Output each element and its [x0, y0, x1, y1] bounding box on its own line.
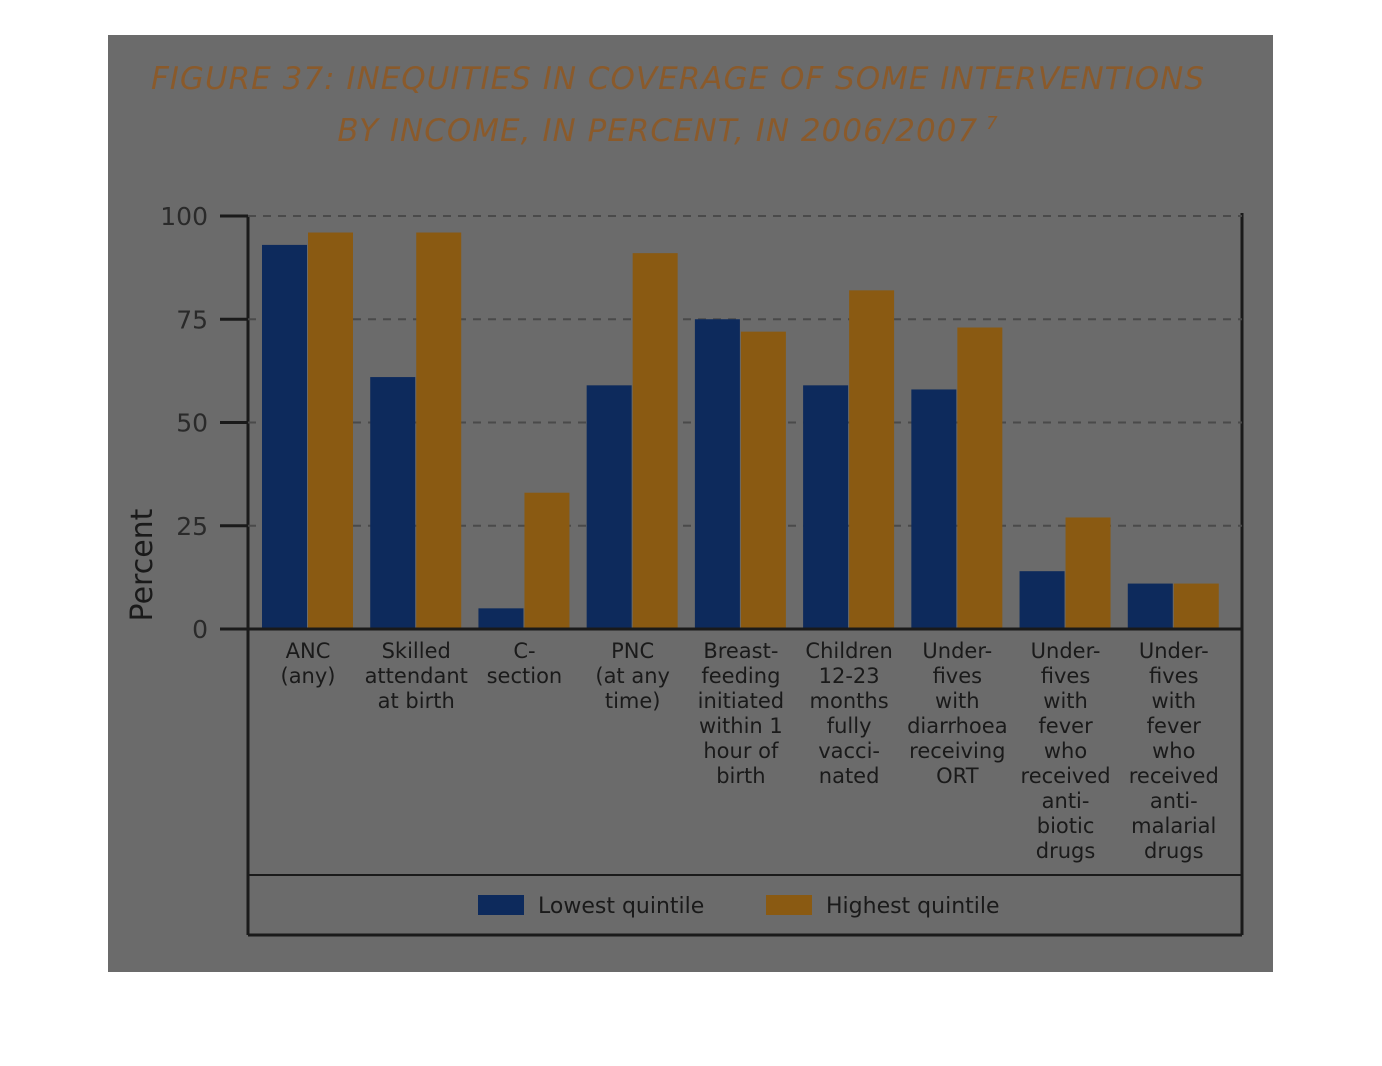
chart-subtitle: BY INCOME, IN PERCENT, IN 2006/2007 7: [337, 113, 998, 149]
category-label-line: Under-: [1031, 639, 1101, 663]
category-label: Under-fives with diarrhoea receiving ORT: [907, 639, 1008, 788]
category-label-line: nated: [819, 764, 880, 788]
category-label: ANC (any): [281, 639, 336, 688]
bar-lowest-quintile: [262, 244, 307, 629]
category-label-line: 12-23: [819, 664, 880, 688]
category-label-line: (at any: [595, 664, 670, 688]
category-label-line: drugs: [1036, 839, 1096, 863]
category-label-line: who: [1152, 739, 1195, 763]
y-ticks: 0 25 50 75 100: [160, 202, 248, 644]
category-label-line: vacci-: [818, 739, 880, 763]
category-label: Under-fives with fever who received anti-biot…: [1021, 639, 1111, 863]
category-label-line: hour of: [703, 739, 779, 763]
category-label-line: who: [1044, 739, 1087, 763]
category-label-line: Under-: [1139, 639, 1209, 663]
bar-highest-quintile: [740, 331, 786, 629]
category-label-line: within 1: [699, 714, 783, 738]
bar-lowest-quintile: [803, 385, 849, 629]
category-label-line: fives: [1041, 664, 1091, 688]
y-tick-label: 25: [176, 512, 208, 541]
category-label-line: malarial: [1131, 814, 1216, 838]
category-label-line: attendant: [365, 664, 468, 688]
title-footnote: 7: [986, 113, 998, 134]
category-label-line: feeding: [701, 664, 780, 688]
y-tick-label: 75: [176, 305, 208, 334]
bar-lowest-quintile: [1019, 571, 1065, 629]
y-axis-label: Percent: [125, 508, 160, 621]
bar-lowest-quintile: [694, 319, 740, 629]
category-label-line: drugs: [1144, 839, 1204, 863]
bar-highest-quintile: [849, 290, 895, 629]
category-label-line: PNC: [611, 639, 654, 663]
legend-swatch: [766, 895, 812, 915]
category-label: Skilled attendant at birth: [365, 639, 468, 713]
category-label-line: anti-: [1042, 789, 1090, 813]
category-label-line: section: [487, 664, 563, 688]
category-label: Breast-feeding initiated within 1 hour of bi…: [698, 639, 784, 788]
bar-highest-quintile: [524, 492, 570, 629]
category-label-line: received: [1021, 764, 1111, 788]
category-label-line: received: [1129, 764, 1219, 788]
category-labels: ANC (any) Skilled attendant at birth C-sectio…: [281, 639, 1219, 863]
category-label-line: receiving: [909, 739, 1005, 763]
category-label-line: fever: [1147, 714, 1202, 738]
bar-lowest-quintile: [1127, 583, 1173, 629]
legend-label: Highest quintile: [826, 894, 1000, 919]
category-label-line: ORT: [936, 764, 979, 788]
category-label-line: diarrhoea: [907, 714, 1008, 738]
category-label-line: biotic: [1037, 814, 1095, 838]
category-label-line: Breast-: [703, 639, 778, 663]
bar-lowest-quintile: [911, 389, 957, 629]
bar-highest-quintile: [957, 327, 1003, 629]
bar-highest-quintile: [1065, 517, 1111, 629]
bar-chart: FIGURE 37: INEQUITIES IN COVERAGE OF SOM…: [125, 61, 1244, 937]
category-label-line: anti-: [1150, 789, 1198, 813]
legend-swatch: [478, 895, 524, 915]
bar-highest-quintile: [632, 253, 678, 630]
y-tick-label: 50: [176, 409, 208, 438]
bar-highest-quintile: [416, 232, 462, 629]
category-label-line: fives: [1149, 664, 1199, 688]
category-label-line: ANC: [286, 639, 331, 663]
bars: [262, 232, 1219, 630]
bar-highest-quintile: [1173, 583, 1219, 629]
legend: Lowest quintile Highest quintile: [478, 894, 1000, 919]
y-tick-label: 100: [160, 202, 208, 231]
y-tick-label: 0: [192, 615, 208, 644]
chart-subtitle-text: BY INCOME, IN PERCENT, IN 2006/2007: [337, 113, 978, 149]
bar-highest-quintile: [308, 232, 353, 629]
category-label-line: birth: [716, 764, 765, 788]
category-label: C-section: [487, 639, 563, 688]
category-label: Children 12-23 months fully vacci-nated: [805, 639, 892, 788]
category-label-line: fully: [827, 714, 872, 738]
category-label: Under-fives with fever who received anti-mala…: [1129, 639, 1219, 863]
bar-lowest-quintile: [478, 608, 524, 629]
category-label-line: with: [935, 689, 980, 713]
bar-lowest-quintile: [370, 377, 416, 629]
category-label-line: Under-: [922, 639, 992, 663]
category-label-line: (any): [281, 664, 336, 688]
category-label-line: initiated: [698, 689, 784, 713]
chart-figure: FIGURE 37: INEQUITIES IN COVERAGE OF SOM…: [108, 35, 1273, 972]
bar-lowest-quintile: [586, 385, 632, 629]
legend-label: Lowest quintile: [538, 894, 704, 919]
category-label-line: fives: [933, 664, 983, 688]
category-label-line: Skilled: [382, 639, 451, 663]
category-label-line: Children: [805, 639, 892, 663]
category-label-line: with: [1043, 689, 1088, 713]
chart-title: FIGURE 37: INEQUITIES IN COVERAGE OF SOM…: [151, 61, 1205, 97]
category-label: PNC (at any time): [595, 639, 670, 713]
category-label-line: months: [810, 689, 889, 713]
category-label-line: at birth: [378, 689, 455, 713]
category-label-line: time): [605, 689, 661, 713]
category-label-line: with: [1151, 689, 1196, 713]
category-label-line: C-: [513, 639, 535, 663]
category-label-line: fever: [1038, 714, 1093, 738]
